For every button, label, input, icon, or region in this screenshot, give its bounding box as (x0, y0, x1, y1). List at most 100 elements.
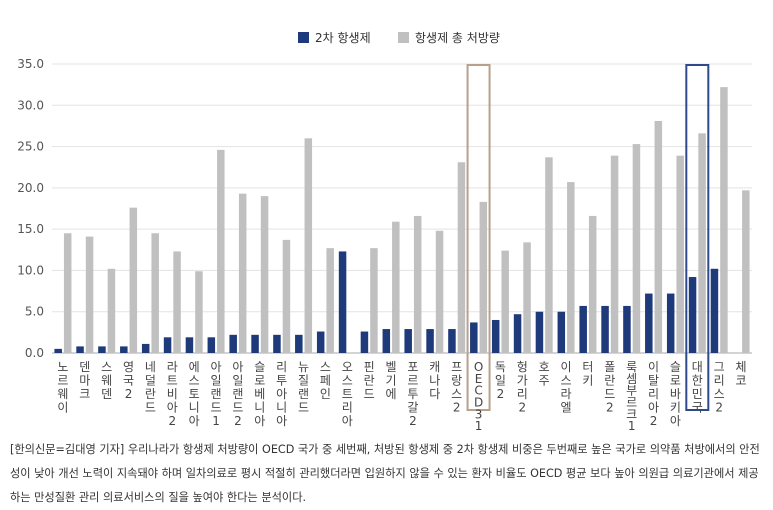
bar-secondary-antibiotic (273, 334, 281, 353)
bar-secondary-antibiotic (579, 305, 587, 353)
bar-secondary-antibiotic (382, 329, 391, 353)
bar-total-prescription (588, 215, 597, 353)
bar-total-prescription (326, 248, 334, 353)
bar-secondary-antibiotic (404, 329, 412, 353)
bar-secondary-antibiotic (448, 329, 456, 353)
bar-total-prescription (457, 162, 466, 353)
legend-label-total: 항생제 총 처방량 (415, 31, 500, 45)
y-tick-label: 20.0 (17, 181, 44, 195)
bar-total-prescription (260, 196, 269, 353)
bar-secondary-antibiotic (316, 331, 325, 353)
bar-chart: 0.0 5.0 10.0 15.0 20.0 25.0 30.0 35.0 노 르 웨 이 덴 마 크 스 웨… (17, 31, 752, 433)
bar-total-prescription (610, 155, 619, 353)
bar-secondary-antibiotic (185, 337, 194, 353)
bar-total-prescription (654, 120, 663, 353)
bar-total-prescription (282, 239, 291, 353)
y-tick-label: 25.0 (17, 140, 44, 154)
bar-total-prescription (129, 207, 138, 353)
bar-total-prescription (370, 248, 378, 353)
x-axis-labels: 노 르 웨 이 덴 마 크 스 웨 덴 영 국 2 네 덜 란 드 라 트 비 아 2 에 스 토 니 아 아 일 랜 드 1 아 일 랜 드 2 슬 로 베… (57, 360, 746, 433)
bar-secondary-antibiotic (645, 293, 653, 353)
bar-total-prescription (173, 251, 181, 353)
bar-secondary-antibiotic (295, 334, 303, 353)
bar-secondary-antibiotic (76, 346, 84, 353)
bar-total-prescription (632, 144, 641, 353)
y-tick-label: 35.0 (17, 57, 44, 71)
legend-swatch-total (398, 32, 409, 43)
highlight-box-oecd (466, 64, 491, 411)
y-axis-ticks: 0.0 5.0 10.0 15.0 20.0 25.0 30.0 35.0 (17, 57, 44, 360)
bar-secondary-antibiotic (513, 314, 522, 353)
bars (54, 87, 750, 354)
legend: 2차 항생제 항생제 총 처방량 (298, 31, 500, 45)
bar-secondary-antibiotic (666, 293, 675, 353)
legend-label-secondary: 2차 항생제 (315, 31, 371, 45)
bar-secondary-antibiotic (601, 305, 609, 353)
bar-secondary-antibiotic (710, 268, 719, 353)
bar-secondary-antibiotic (557, 311, 566, 353)
highlight-box-korea (685, 64, 710, 411)
bar-secondary-antibiotic (54, 348, 62, 353)
bar-total-prescription (698, 133, 706, 353)
y-tick-label: 5.0 (25, 305, 44, 319)
bar-total-prescription (85, 236, 94, 353)
bar-total-prescription (545, 157, 553, 353)
bar-total-prescription (217, 149, 225, 353)
bar-secondary-antibiotic (426, 329, 434, 353)
bar-secondary-antibiotic (623, 305, 631, 353)
article-caption: [한의신문=김대영 기자] 우리나라가 항생제 처방량이 OECD 국가 중 세… (10, 443, 760, 504)
bar-total-prescription (676, 155, 684, 353)
bar-total-prescription (195, 271, 203, 353)
bar-secondary-antibiotic (163, 337, 172, 353)
bar-secondary-antibiotic (360, 331, 369, 353)
legend-swatch-secondary (298, 32, 309, 43)
bar-secondary-antibiotic (688, 277, 697, 353)
y-tick-label: 30.0 (17, 98, 44, 112)
highlight-boxes (466, 64, 710, 411)
bar-total-prescription (479, 201, 488, 353)
bar-total-prescription (151, 233, 159, 353)
bar-total-prescription (720, 87, 728, 354)
bar-secondary-antibiotic (98, 346, 106, 353)
bar-secondary-antibiotic (491, 319, 500, 353)
bar-total-prescription (742, 190, 750, 353)
y-tick-label: 15.0 (17, 222, 44, 236)
bar-total-prescription (523, 242, 531, 353)
bar-total-prescription (413, 215, 422, 353)
bar-total-prescription (107, 268, 116, 353)
bar-secondary-antibiotic (470, 322, 478, 353)
bar-total-prescription (567, 182, 575, 353)
y-tick-label: 0.0 (25, 346, 44, 360)
y-tick-label: 10.0 (17, 263, 44, 277)
